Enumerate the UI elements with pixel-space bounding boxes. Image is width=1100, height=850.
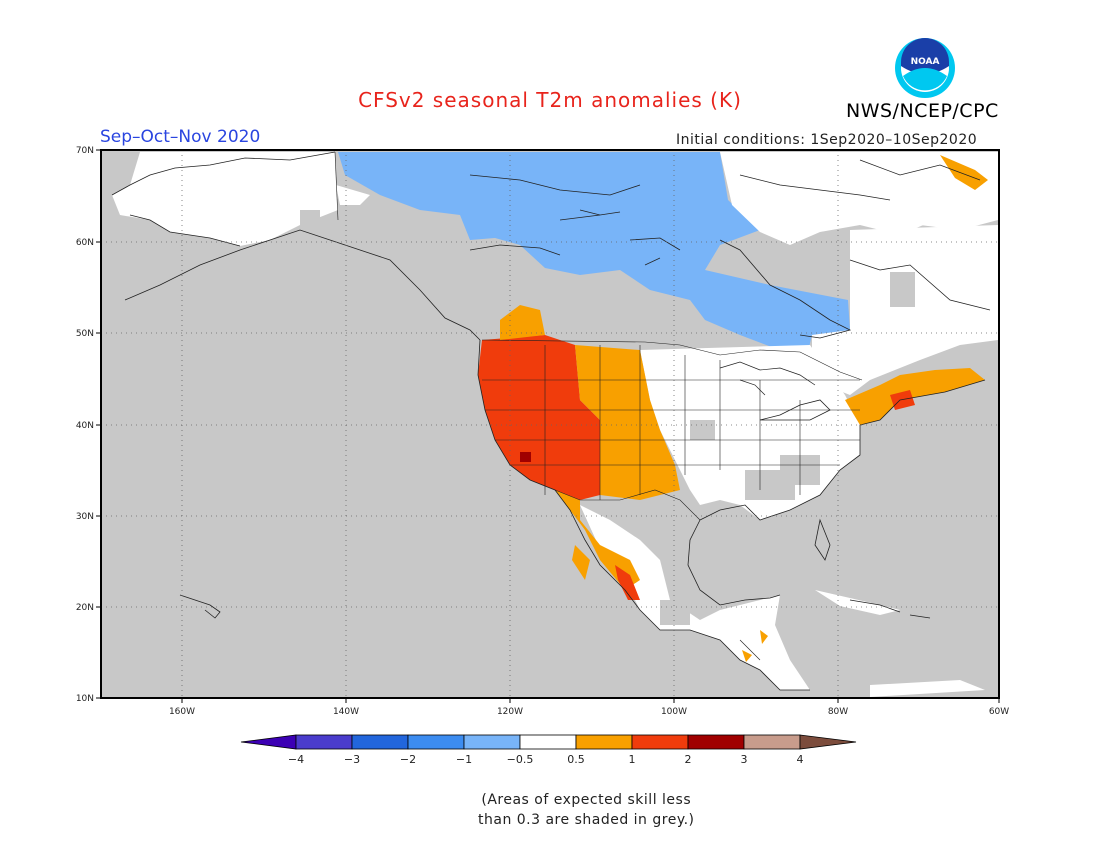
colorbar-label: −4 xyxy=(288,753,304,766)
colorbar-label: 1 xyxy=(629,753,636,766)
lon-label: 140W xyxy=(333,707,359,717)
lon-label: 100W xyxy=(661,707,687,717)
coastlines xyxy=(111,151,991,691)
colorbar-label: 2 xyxy=(685,753,692,766)
noaa-logo-text: NOAA xyxy=(911,57,940,67)
colorbar-arrow-high xyxy=(799,734,857,750)
political-borders xyxy=(334,151,863,661)
season-period: Sep–Oct–Nov 2020 xyxy=(100,127,261,147)
lat-label: 60N xyxy=(76,238,94,248)
agency-label: NWS/NCEP/CPC xyxy=(846,100,999,122)
lat-label: 40N xyxy=(76,421,94,431)
colorbar-segment xyxy=(631,734,689,750)
colorbar-arrow-low xyxy=(240,734,297,750)
map-title: CFSv2 seasonal T2m anomalies (K) xyxy=(358,88,742,112)
colorbar-label: −0.5 xyxy=(507,753,534,766)
colorbar-segment xyxy=(463,734,521,750)
lat-label: 30N xyxy=(76,512,94,522)
lat-label: 20N xyxy=(76,603,94,613)
lat-label: 70N xyxy=(76,146,94,156)
map-frame xyxy=(100,149,1000,699)
latitude-labels: 70N 60N 50N 40N 30N 20N 10N xyxy=(76,146,94,704)
skill-note-line: than 0.3 are shaded in grey.) xyxy=(478,812,695,828)
colorbar-segment xyxy=(351,734,409,750)
colorbar-label: −3 xyxy=(344,753,360,766)
lon-label: 80W xyxy=(828,707,848,717)
initial-conditions: Initial conditions: 1Sep2020–10Sep2020 xyxy=(676,132,978,148)
colorbar-label: 0.5 xyxy=(567,753,585,766)
lon-label: 120W xyxy=(497,707,523,717)
colorbar-label: 3 xyxy=(741,753,748,766)
colorbar-label: −2 xyxy=(400,753,416,766)
colorbar-label: −1 xyxy=(456,753,472,766)
colorbar-label: 4 xyxy=(797,753,804,766)
colorbar-segment xyxy=(407,734,465,750)
noaa-logo: NOAA xyxy=(895,38,955,98)
colorbar-segment xyxy=(295,734,353,750)
lakes xyxy=(559,214,816,396)
lat-label: 50N xyxy=(76,329,94,339)
lat-label: 10N xyxy=(76,694,94,704)
longitude-labels: 160W 140W 120W 100W 80W 60W xyxy=(169,707,1009,717)
map-land-layer xyxy=(112,152,998,697)
lon-label: 160W xyxy=(169,707,195,717)
colorbar-segment xyxy=(743,734,801,750)
lon-label: 60W xyxy=(989,707,1009,717)
skill-note: (Areas of expected skill less than 0.3 a… xyxy=(478,790,695,830)
colorbar-segment xyxy=(519,734,577,750)
axis-ticks xyxy=(96,149,1000,703)
colorbar: −4 −3 −2 −1 −0.5 0.5 1 2 3 4 xyxy=(240,734,857,766)
skill-note-line: (Areas of expected skill less xyxy=(481,792,692,808)
colorbar-segment xyxy=(687,734,745,750)
colorbar-segment xyxy=(575,734,633,750)
